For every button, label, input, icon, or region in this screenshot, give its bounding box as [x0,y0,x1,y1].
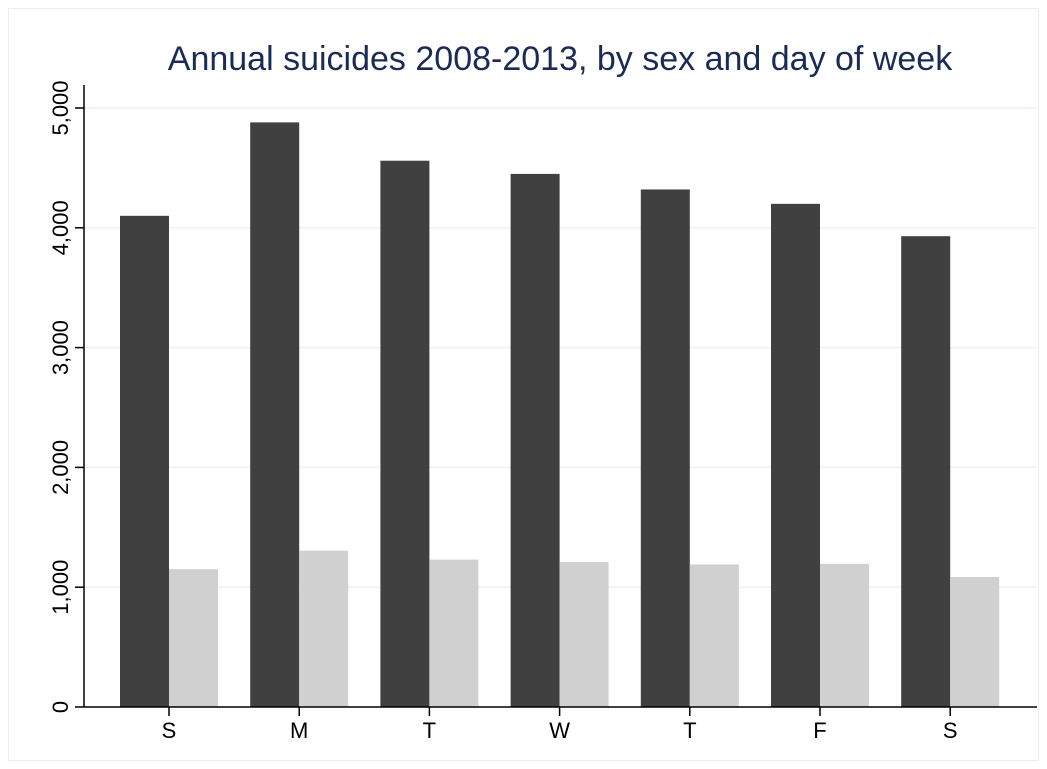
bar-series-1-7 [901,236,951,707]
bar-series-2-4 [559,562,609,707]
x-tick-label: S [943,718,958,743]
bar-series-1-5 [640,189,690,708]
bar-series-1-3 [380,160,430,707]
x-tick-label: T [423,718,436,743]
bar-series-2-7 [950,577,1000,707]
y-tick-label: 5,000 [48,80,73,135]
y-tick-label: 3,000 [48,320,73,375]
chart-title: Annual suicides 2008-2013, by sex and da… [168,40,953,78]
bar-series-2-5 [689,564,739,707]
bar-series-1-6 [771,203,820,707]
x-tick-label: T [683,718,696,743]
y-tick-label: 0 [48,701,73,713]
y-axis-ticks: 0 1,000 2,000 3,000 4,000 5,000 [48,80,84,713]
bar-series-1-2 [250,122,300,708]
y-tick-label: 2,000 [48,440,73,495]
bar-series-2-3 [429,559,479,707]
bar-series-2-6 [820,563,869,707]
bars [120,122,1000,708]
x-tick-label: M [290,718,308,743]
grid-lines [84,107,1037,588]
x-tick-label: W [549,718,570,743]
axes [83,85,1037,708]
bar-series-2-2 [299,550,349,707]
y-tick-label: 4,000 [48,200,73,255]
y-tick-label: 1,000 [48,560,73,615]
bar-series-1-1 [120,215,169,707]
bar-series-1-4 [510,173,560,707]
bar-series-2-1 [169,569,218,707]
x-tick-label: S [162,718,177,743]
x-tick-label: F [813,718,826,743]
